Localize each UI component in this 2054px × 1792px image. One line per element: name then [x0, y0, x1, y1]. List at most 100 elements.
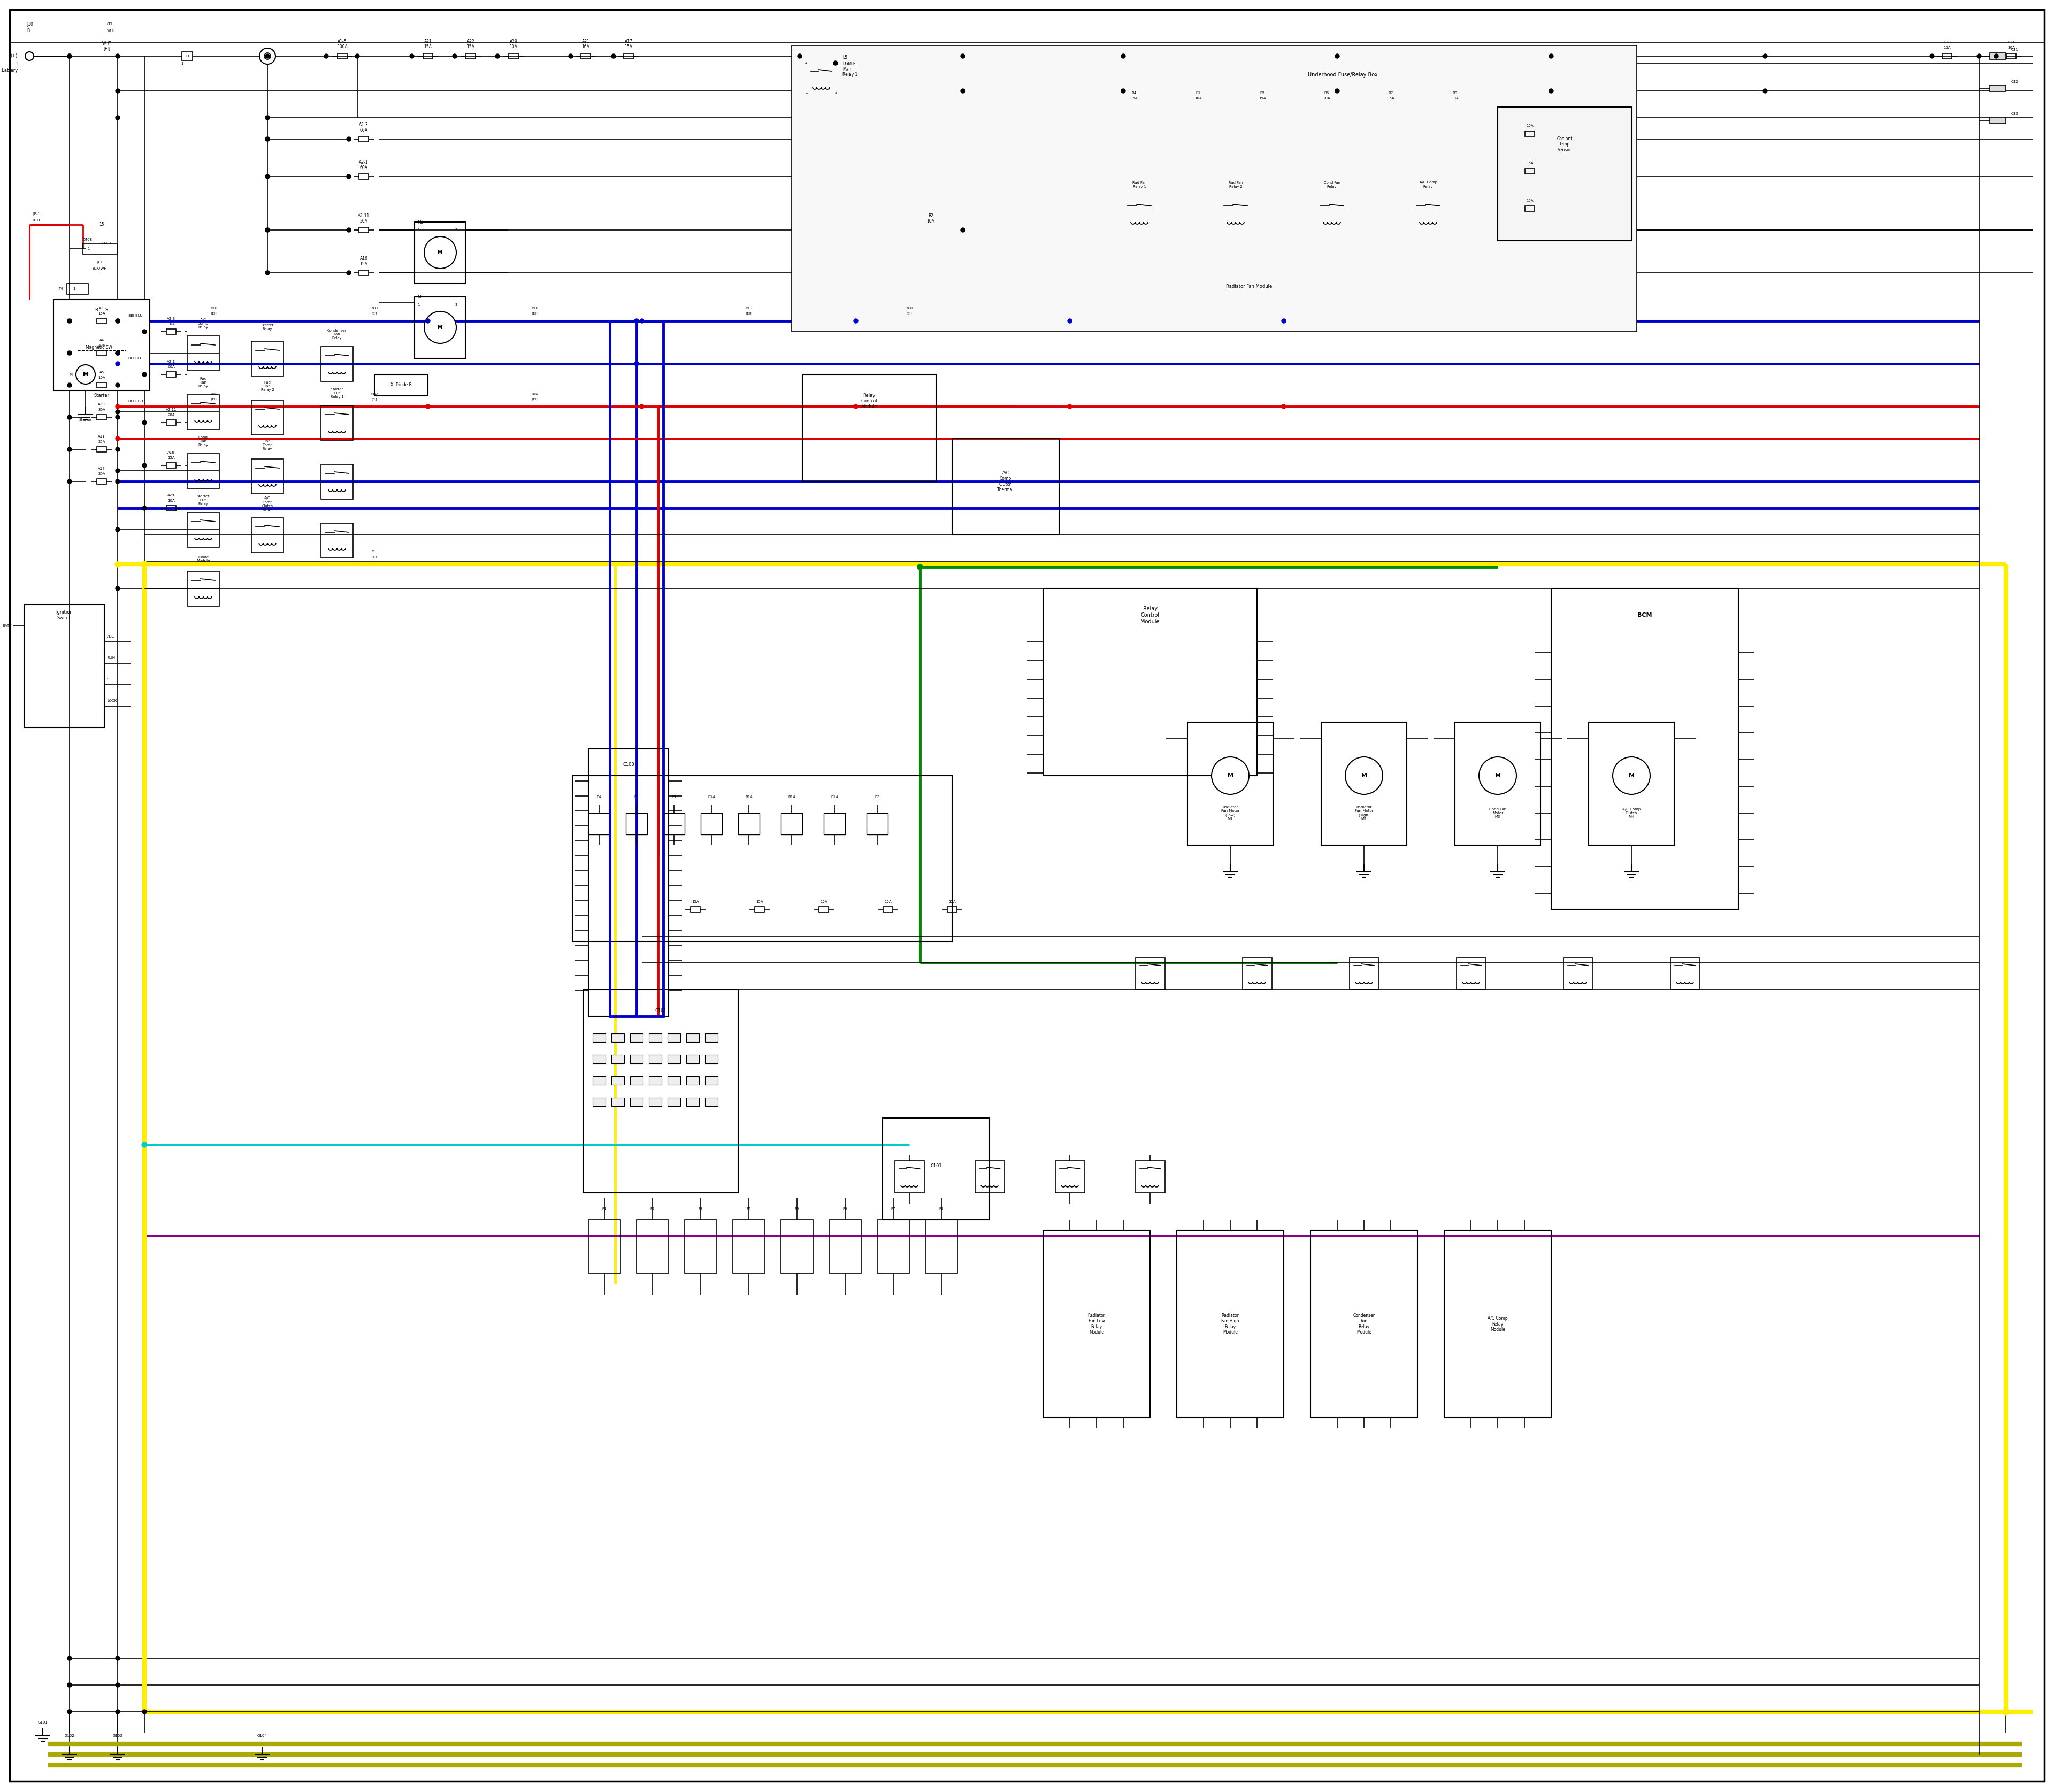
Text: 8EI BLU: 8EI BLU [127, 314, 142, 317]
Circle shape [1549, 90, 1553, 93]
Text: 15A: 15A [1526, 199, 1534, 202]
Bar [359, 174, 368, 179]
Bar [1456, 957, 1485, 989]
Bar [1187, 722, 1273, 846]
Text: C32: C32 [2011, 81, 2019, 84]
Text: Radiator
Fan Motor
(High)
M2: Radiator Fan Motor (High) M2 [1356, 806, 1374, 821]
Text: BLK/WHT: BLK/WHT [92, 267, 109, 271]
Text: Coolant
Temp
Sensor: Coolant Temp Sensor [1557, 136, 1573, 152]
Circle shape [1762, 90, 1766, 93]
Text: 15A: 15A [1526, 161, 1534, 165]
Text: A22: A22 [466, 39, 474, 43]
Bar [705, 1077, 717, 1084]
Text: Battery: Battery [0, 68, 18, 72]
Circle shape [115, 527, 119, 532]
Text: 8EI BLU: 8EI BLU [127, 357, 142, 360]
Bar [1563, 957, 1592, 989]
Text: Radiator
Fan Motor
(Low)
M1: Radiator Fan Motor (Low) M1 [1220, 806, 1239, 821]
Text: A21: A21 [423, 39, 431, 43]
Circle shape [142, 373, 146, 376]
Text: (+): (+) [10, 54, 18, 59]
Text: B3: B3 [875, 796, 879, 799]
Bar [781, 1220, 813, 1272]
Circle shape [569, 54, 573, 59]
Circle shape [854, 319, 859, 323]
Circle shape [1212, 756, 1249, 794]
Bar [686, 1077, 698, 1084]
Text: B: B [27, 29, 29, 32]
Bar [1056, 1161, 1085, 1193]
Bar [877, 1220, 910, 1272]
Text: C408: C408 [101, 242, 111, 246]
Text: Rad
Fan
Relay: Rad Fan Relay [197, 376, 207, 387]
Text: 15A: 15A [885, 900, 891, 903]
Bar [1990, 116, 2007, 124]
Bar [1321, 104, 1331, 109]
Bar [781, 814, 803, 835]
Text: 15A: 15A [756, 900, 764, 903]
Bar [1990, 54, 2007, 59]
Bar [187, 453, 220, 487]
Text: Underhood Fuse/Relay Box: Underhood Fuse/Relay Box [1308, 72, 1378, 77]
Text: 10A: 10A [1195, 97, 1202, 100]
Bar [1524, 131, 1534, 136]
Text: BLU: BLU [532, 306, 538, 310]
Bar [1990, 84, 2007, 91]
Bar [631, 1077, 643, 1084]
Text: P3: P3 [672, 796, 676, 799]
Circle shape [25, 52, 33, 61]
Bar [1386, 104, 1395, 109]
Text: Cond
Fan
Relay: Cond Fan Relay [197, 435, 207, 446]
Text: G102: G102 [64, 1735, 74, 1738]
Text: [EI]: [EI] [212, 312, 218, 315]
Bar [1177, 1231, 1284, 1417]
Text: 2: 2 [834, 91, 838, 95]
Text: Starter: Starter [80, 418, 92, 421]
Text: 1: 1 [181, 63, 183, 65]
Bar [320, 346, 353, 382]
Bar [1136, 957, 1165, 989]
Circle shape [68, 1683, 72, 1686]
Bar [686, 1034, 698, 1041]
Text: M8: M8 [417, 294, 423, 299]
Text: 10A: 10A [168, 500, 175, 502]
Bar [791, 45, 1637, 332]
Text: 15A: 15A [692, 900, 698, 903]
Bar [320, 405, 353, 441]
Text: A16: A16 [168, 452, 175, 453]
Circle shape [635, 362, 639, 366]
Bar [1107, 54, 1577, 321]
Circle shape [639, 405, 645, 409]
Text: 30A: 30A [2007, 47, 2015, 48]
Text: P1: P1 [602, 1208, 606, 1211]
Circle shape [115, 54, 119, 59]
Text: 8EI: 8EI [107, 23, 113, 25]
Text: RED: RED [210, 392, 218, 394]
Text: 30A: 30A [99, 409, 105, 412]
Bar [1107, 256, 1391, 321]
Bar [187, 572, 220, 606]
Text: 10A: 10A [926, 219, 935, 224]
Circle shape [68, 54, 72, 59]
Text: Radiator Fan Module: Radiator Fan Module [1226, 283, 1271, 289]
Bar [737, 814, 760, 835]
Bar [690, 907, 700, 912]
Text: YEL: YEL [372, 550, 378, 554]
Bar [423, 54, 433, 59]
Circle shape [2003, 1708, 2009, 1715]
Bar [166, 505, 177, 511]
Circle shape [68, 54, 72, 59]
Circle shape [115, 410, 119, 414]
Circle shape [68, 416, 72, 419]
Circle shape [115, 1710, 119, 1713]
Text: 3: 3 [834, 61, 838, 65]
Bar [251, 459, 283, 493]
Bar [1043, 1231, 1150, 1417]
Circle shape [834, 61, 838, 65]
Circle shape [68, 351, 72, 355]
Text: Radiator
Fan Low
Relay
Module: Radiator Fan Low Relay Module [1089, 1314, 1105, 1335]
Circle shape [68, 448, 72, 452]
Circle shape [115, 468, 119, 473]
Text: 16A: 16A [581, 45, 589, 48]
Circle shape [1335, 90, 1339, 93]
